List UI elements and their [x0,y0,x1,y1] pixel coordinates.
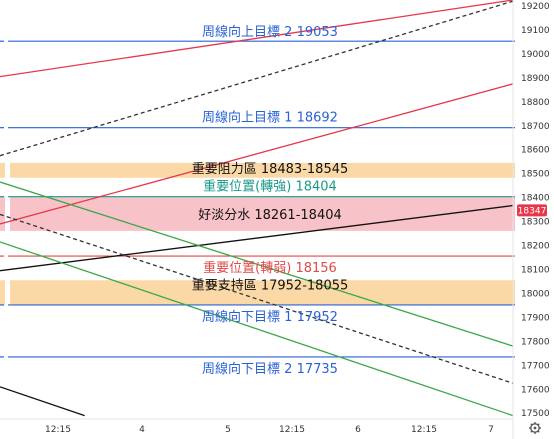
black-lower-stub [0,386,85,417]
x-tick-label: 7 [488,425,494,435]
black-dashed-bottom [0,213,514,384]
support-label-label: 重要支持區 17952-18055 [192,277,349,293]
weekly-up-target-2-label: 周線向上目標 2 19053 [202,24,338,40]
current-price-tag [517,204,547,217]
x-tick-label: 12:15 [45,425,71,435]
resistance-zone-stub [0,162,5,178]
current-price-label: 18347 [518,206,547,216]
x-tick-label: 12:15 [279,425,305,435]
green-lower [0,241,514,417]
y-tick-label: 17500 [521,409,550,419]
y-tick-label: 18500 [521,170,550,180]
y-tick-label: 17800 [521,337,550,347]
water-divide-zone-stub [0,196,5,231]
x-tick-label: 6 [355,425,361,435]
red-channel-bottom [0,83,514,225]
x-tick-label: 4 [139,425,145,435]
green-upper [0,181,514,347]
weekly-up-target-1-label: 周線向上目標 1 18692 [202,110,338,126]
weekly-down-target-1-label: 周線向下目標 1 17952 [202,309,338,325]
y-tick-label: 18000 [521,289,550,299]
water-divide-zone [10,196,515,231]
y-tick-label: 18800 [521,98,550,108]
y-tick-label: 18100 [521,265,550,275]
y-tick-label: 18900 [521,74,550,84]
gear-icon[interactable] [529,422,541,434]
weekly-down-target-2-label: 周線向下目標 2 17735 [202,361,338,377]
water-divide-label-label: 好淡分水 18261-18404 [198,208,342,223]
support-zone-stub [0,280,5,305]
y-tick-label: 19000 [521,50,550,60]
key-level-weak-label: 重要位置(轉弱) 18156 [203,260,337,276]
y-tick-label: 17700 [521,361,550,371]
black-mid [0,204,514,272]
y-tick-label: 19100 [521,26,550,36]
y-tick-label: 18200 [521,242,550,252]
y-tick-label: 18400 [521,194,550,204]
resistance-label-label: 重要阻力區 18483-18545 [192,161,349,177]
resistance-zone [10,162,515,178]
y-tick-label: 18600 [521,146,550,156]
x-tick-label: 12:15 [411,425,437,435]
black-dashed-top [0,0,514,157]
x-tick-label: 5 [225,425,231,435]
key-level-strong-label: 重要位置(轉強) 18404 [203,179,337,195]
y-tick-label: 17900 [521,313,550,323]
y-tick-label: 18300 [521,218,550,228]
y-tick-label: 19200 [521,2,550,12]
red-channel-top [0,0,514,78]
y-tick-label: 18700 [521,122,550,132]
y-tick-label: 17600 [521,385,550,395]
